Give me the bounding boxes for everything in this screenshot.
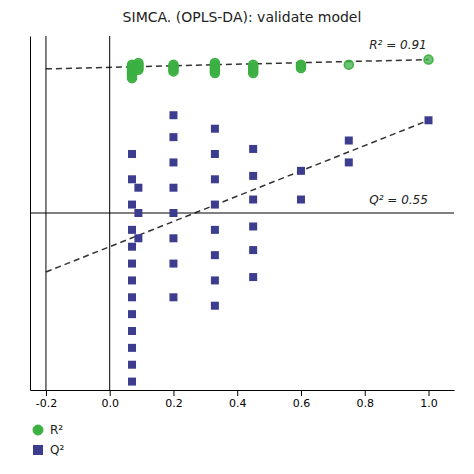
tick-mark bbox=[428, 390, 429, 396]
tick-label: 0.4 bbox=[229, 397, 247, 410]
point bbox=[211, 175, 219, 183]
point bbox=[128, 361, 136, 369]
legend-label: Q² bbox=[50, 443, 64, 457]
tick: -0.2 bbox=[36, 390, 57, 410]
point bbox=[169, 67, 178, 76]
point bbox=[128, 74, 137, 83]
point bbox=[128, 293, 136, 301]
reference-line bbox=[45, 36, 46, 390]
tick-mark bbox=[46, 390, 47, 396]
tick-label: 0.8 bbox=[356, 397, 374, 410]
tick-label: 0.2 bbox=[165, 397, 183, 410]
point bbox=[211, 201, 219, 209]
point bbox=[211, 251, 219, 259]
legend: R² Q² bbox=[33, 423, 64, 457]
legend-symbol bbox=[33, 425, 43, 435]
tick: 0.2 bbox=[165, 390, 183, 410]
tick-mark bbox=[365, 390, 366, 396]
tick-mark bbox=[110, 390, 111, 396]
trend-line bbox=[46, 60, 429, 69]
tick-mark bbox=[237, 390, 238, 396]
tick: 0.8 bbox=[356, 390, 374, 410]
reference-lines bbox=[30, 36, 454, 390]
x-axis: -0.2 0.0 0.2 0.4 0.6 0.8 1.0 bbox=[31, 390, 455, 410]
point bbox=[249, 246, 257, 254]
point bbox=[169, 158, 177, 166]
point bbox=[169, 133, 177, 141]
point bbox=[297, 167, 305, 175]
point bbox=[297, 196, 305, 204]
point bbox=[211, 125, 219, 133]
tick-label: 0.6 bbox=[293, 397, 311, 410]
point bbox=[210, 69, 219, 78]
point bbox=[344, 60, 353, 69]
point bbox=[134, 234, 142, 242]
point bbox=[128, 175, 136, 183]
point bbox=[128, 276, 136, 284]
point bbox=[169, 209, 177, 217]
point bbox=[345, 158, 353, 166]
point bbox=[345, 137, 353, 145]
marks bbox=[30, 36, 454, 390]
point bbox=[169, 184, 177, 192]
point bbox=[211, 150, 219, 158]
tick-label: -0.2 bbox=[36, 397, 57, 410]
point bbox=[128, 378, 136, 386]
point bbox=[128, 150, 136, 158]
point bbox=[128, 201, 136, 209]
point bbox=[424, 55, 433, 64]
annotation: R² = 0.91 bbox=[369, 38, 427, 52]
point bbox=[128, 260, 136, 268]
y-axis bbox=[30, 37, 31, 391]
annotation: Q² = 0.55 bbox=[369, 193, 428, 207]
reference-line bbox=[30, 213, 454, 214]
tick: 1.0 bbox=[420, 390, 438, 410]
point bbox=[128, 310, 136, 318]
point bbox=[134, 65, 143, 74]
point bbox=[249, 69, 258, 78]
axis-line bbox=[31, 390, 455, 391]
point bbox=[211, 302, 219, 310]
tick-label: 1.0 bbox=[420, 397, 438, 410]
point bbox=[249, 222, 257, 230]
point bbox=[134, 209, 142, 217]
legend-symbol bbox=[33, 445, 43, 455]
point bbox=[128, 344, 136, 352]
tick-label: 0.0 bbox=[101, 397, 119, 410]
point bbox=[296, 64, 305, 73]
point bbox=[211, 276, 219, 284]
point bbox=[169, 111, 177, 119]
line-layer bbox=[46, 60, 429, 272]
point bbox=[424, 116, 432, 124]
title: SIMCA. (OPLS-DA): validate model bbox=[123, 9, 362, 25]
point bbox=[169, 234, 177, 242]
chart: -0.2 0.0 0.2 0.4 0.6 0.8 1.0 R² = 0.91 Q² = 0.55… bbox=[0, 0, 474, 474]
point bbox=[249, 172, 257, 180]
legend-item: R² bbox=[33, 423, 63, 437]
point bbox=[128, 327, 136, 335]
reference-line bbox=[109, 36, 110, 390]
series bbox=[128, 55, 433, 83]
axis-line bbox=[30, 37, 31, 391]
point bbox=[169, 260, 177, 268]
point bbox=[249, 145, 257, 153]
series bbox=[128, 111, 432, 385]
tick: 0.4 bbox=[229, 390, 247, 410]
tick-mark bbox=[173, 390, 174, 396]
point bbox=[128, 226, 136, 234]
legend-label: R² bbox=[50, 423, 63, 437]
trend-line bbox=[46, 120, 429, 272]
point-layer bbox=[128, 55, 433, 385]
point bbox=[249, 196, 257, 204]
plot-area: -0.2 0.0 0.2 0.4 0.6 0.8 1.0 R² = 0.91 Q² = 0.55… bbox=[30, 36, 455, 457]
point bbox=[249, 273, 257, 281]
legend-item: Q² bbox=[33, 443, 64, 457]
point bbox=[134, 184, 142, 192]
point bbox=[211, 226, 219, 234]
tick: 0.0 bbox=[101, 390, 119, 410]
point bbox=[169, 293, 177, 301]
tick: 0.6 bbox=[293, 390, 311, 410]
point bbox=[128, 243, 136, 251]
tick-mark bbox=[301, 390, 302, 396]
